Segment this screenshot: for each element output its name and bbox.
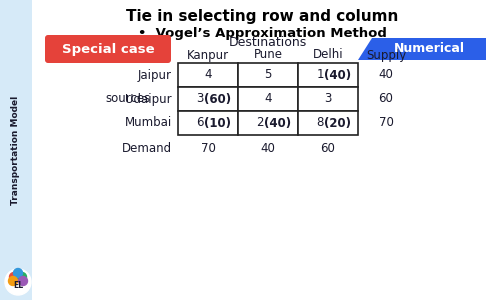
Text: Special case: Special case xyxy=(62,43,154,56)
Bar xyxy=(298,111,358,135)
Text: (40): (40) xyxy=(324,68,351,82)
Text: 3: 3 xyxy=(196,92,204,106)
Bar xyxy=(178,87,238,111)
Text: Jaipur: Jaipur xyxy=(138,68,172,82)
Text: 4: 4 xyxy=(204,68,212,82)
Text: (20): (20) xyxy=(324,116,351,130)
Bar xyxy=(238,111,298,135)
FancyBboxPatch shape xyxy=(45,35,171,63)
Text: sources: sources xyxy=(106,92,150,106)
Text: Delhi: Delhi xyxy=(312,49,344,62)
Text: 70: 70 xyxy=(378,116,394,130)
Text: 2: 2 xyxy=(256,116,264,130)
Text: (40): (40) xyxy=(264,116,291,130)
Bar xyxy=(298,87,358,111)
Text: 4: 4 xyxy=(264,92,272,106)
Text: 40: 40 xyxy=(378,68,394,82)
Text: Pune: Pune xyxy=(254,49,282,62)
Text: (60): (60) xyxy=(204,92,231,106)
Text: Udaipur: Udaipur xyxy=(126,92,172,106)
Circle shape xyxy=(10,272,18,281)
Text: 6: 6 xyxy=(196,116,204,130)
Text: Supply: Supply xyxy=(366,49,406,62)
Text: Numerical: Numerical xyxy=(394,43,464,56)
Text: Demand: Demand xyxy=(122,142,172,155)
Text: 70: 70 xyxy=(200,142,216,155)
Polygon shape xyxy=(358,38,486,60)
Text: 5: 5 xyxy=(264,68,272,82)
Text: Mumbai: Mumbai xyxy=(125,116,172,130)
Text: (10): (10) xyxy=(204,116,231,130)
Bar xyxy=(238,63,298,87)
Text: •  Vogel’s Approximation Method: • Vogel’s Approximation Method xyxy=(138,28,386,40)
Circle shape xyxy=(18,277,28,286)
Bar xyxy=(298,63,358,87)
Text: EL: EL xyxy=(13,280,23,290)
Bar xyxy=(178,63,238,87)
Circle shape xyxy=(18,272,26,281)
Text: Destinations: Destinations xyxy=(229,37,307,50)
Circle shape xyxy=(14,268,22,278)
Text: Tie in selecting row and column: Tie in selecting row and column xyxy=(126,10,398,25)
Circle shape xyxy=(8,277,18,286)
Bar xyxy=(238,87,298,111)
Text: Transportation Model: Transportation Model xyxy=(12,95,20,205)
Text: 60: 60 xyxy=(378,92,394,106)
Circle shape xyxy=(5,269,31,295)
FancyBboxPatch shape xyxy=(0,0,32,300)
Text: Kanpur: Kanpur xyxy=(187,49,229,62)
Text: 60: 60 xyxy=(320,142,336,155)
Text: 8: 8 xyxy=(316,116,324,130)
Text: 3: 3 xyxy=(324,92,332,106)
Bar xyxy=(178,111,238,135)
Text: 1: 1 xyxy=(316,68,324,82)
Text: 40: 40 xyxy=(260,142,276,155)
